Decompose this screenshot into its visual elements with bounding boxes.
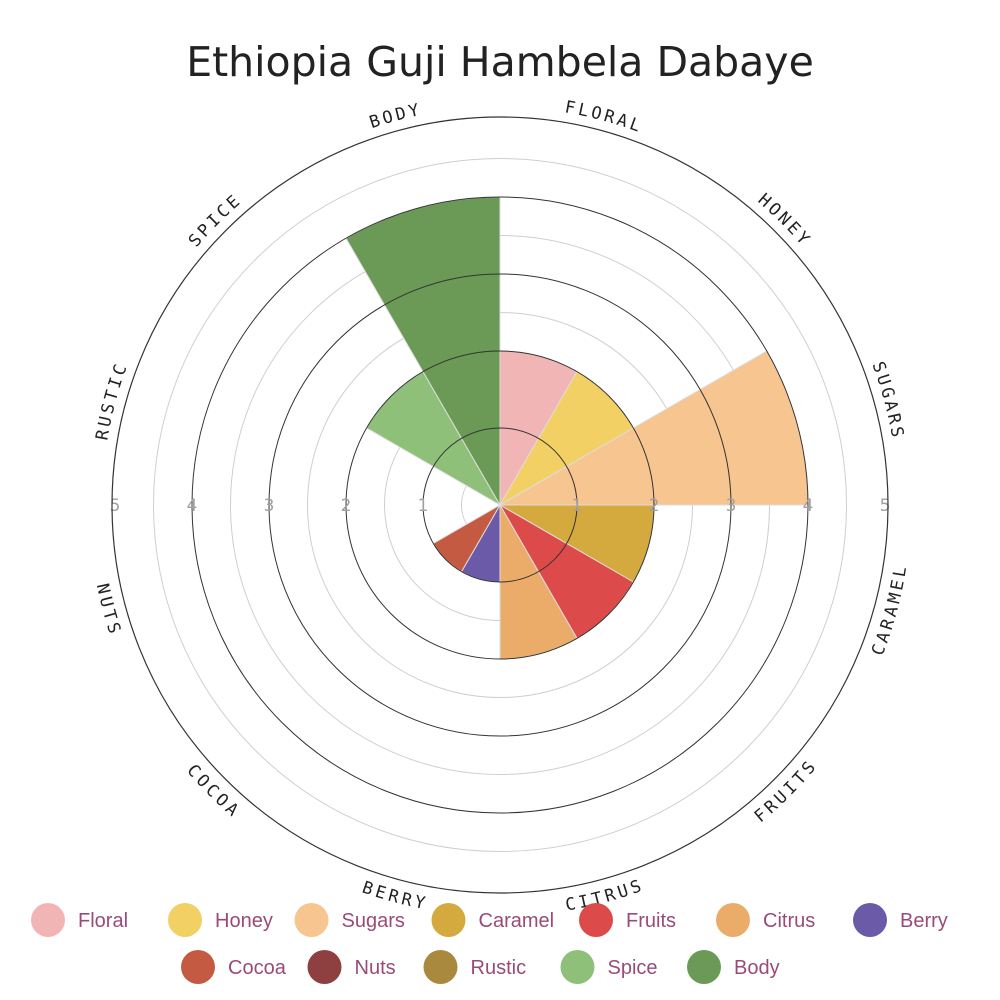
legend-swatch [431,903,466,937]
legend-swatch [294,903,329,937]
direction-label-nuts: NUTS [92,582,125,639]
legend-label: Rustic [471,957,527,979]
legend-label: Nuts [355,957,396,979]
tick-label-right: 1 [572,496,583,516]
grid-ring-major [422,427,578,583]
legend-label: Body [734,957,780,979]
direction-label-cocoa: COCOA [183,761,245,823]
tick-label-left: 3 [264,496,275,516]
grid-major [191,196,809,814]
legend-swatch [716,903,750,937]
tick-label-right: 3 [726,496,737,516]
legend-item-caramel[interactable]: Caramel [431,903,555,937]
legend-label: Floral [78,910,128,932]
tick-label-right: 4 [803,496,814,516]
legend-swatch [423,950,458,984]
tick-label-right: 5 [880,496,891,516]
legend-label: Fruits [626,910,676,932]
sectors [345,196,809,660]
legend-swatch [307,950,342,984]
legend-swatch [31,903,65,937]
tick-labels: 1 1 2 2 3 3 4 4 5 5 [110,496,891,516]
tick-label-right: 2 [649,496,660,516]
grid-ring-major [191,196,809,814]
legend-item-body[interactable]: Body [687,950,780,984]
legend: Floral Honey Sugars Caramel Fruits Citrus Berr… [31,903,948,984]
legend-swatch [560,950,595,984]
legend-swatch [181,950,215,984]
legend-swatch [687,950,721,984]
legend-label: Caramel [479,910,555,932]
tick-label-left: 1 [418,496,429,516]
chart-title: Ethiopia Guji Hambela Dabaye [186,38,814,86]
legend-label: Sugars [342,910,405,932]
grid-ring-major [345,350,655,660]
tick-label-left: 5 [110,496,121,516]
legend-label: Cocoa [228,957,287,979]
legend-label: Citrus [763,910,815,932]
tick-label-left: 4 [187,496,198,516]
direction-label-caramel: CARAMEL [868,562,912,658]
legend-item-citrus[interactable]: Citrus [716,903,815,937]
legend-item-fruits[interactable]: Fruits [579,903,676,937]
legend-item-floral[interactable]: Floral [31,903,128,937]
legend-swatch [853,903,887,937]
tick-label-left: 2 [341,496,352,516]
legend-label: Honey [215,910,273,932]
legend-item-sugars[interactable]: Sugars [294,903,405,937]
legend-item-spice[interactable]: Spice [560,950,658,984]
legend-swatch [579,903,613,937]
grid-ring-minor [153,158,847,852]
outer-ring [111,116,889,894]
direction-label-body: BODY [367,100,424,133]
grid-ring-major [268,273,732,737]
legend-swatch [168,903,202,937]
legend-item-berry[interactable]: Berry [853,903,948,937]
legend-label: Spice [608,957,658,979]
legend-item-cocoa[interactable]: Cocoa [181,950,287,984]
legend-item-nuts[interactable]: Nuts [307,950,396,984]
direction-label-berry: BERRY [360,878,430,915]
legend-item-rustic[interactable]: Rustic [423,950,527,984]
legend-label: Berry [900,910,948,932]
legend-item-honey[interactable]: Honey [168,903,273,937]
